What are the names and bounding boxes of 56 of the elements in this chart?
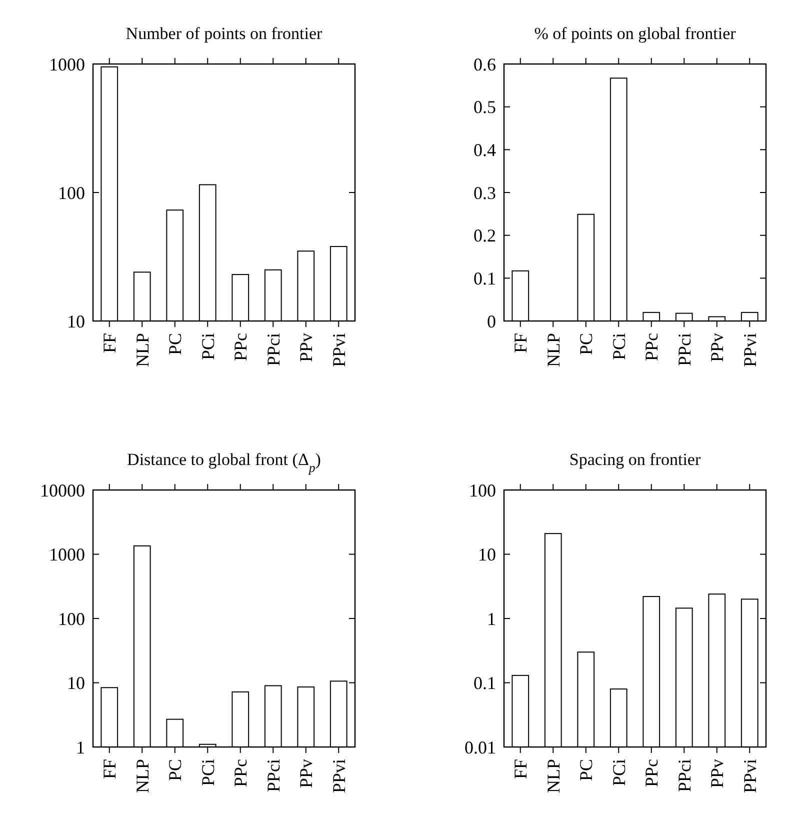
- chart-title: Spacing on frontier: [569, 450, 701, 469]
- y-tick-label: 100: [58, 608, 85, 629]
- x-tick-label: PC: [165, 759, 186, 782]
- x-tick-label: PPc: [230, 332, 251, 362]
- x-tick-label: PPv: [296, 759, 316, 788]
- y-tick-label: 0.2: [474, 226, 496, 246]
- x-tick-label: PPc: [642, 758, 662, 788]
- x-tick-label: PPvi: [740, 333, 760, 368]
- x-tick-label: PPv: [296, 333, 316, 362]
- x-tick-label: NLP: [543, 759, 564, 794]
- x-tick-label: PPv: [707, 759, 728, 788]
- y-tick-label: 10: [67, 311, 85, 332]
- x-tick-label: FF: [100, 759, 120, 780]
- y-tick-label: 100: [58, 182, 85, 203]
- x-tick-label: PCi: [608, 333, 629, 360]
- y-tick-label: 0.6: [474, 54, 496, 74]
- chart-title: Number of points on frontier: [126, 24, 323, 43]
- x-tick-label: PC: [576, 333, 596, 356]
- y-tick-label: 0: [487, 311, 496, 332]
- x-tick-label: PC: [576, 759, 596, 782]
- y-tick-label: 0.4: [474, 140, 496, 160]
- x-tick-label: PPv: [707, 333, 728, 362]
- x-tick-label: PPc: [230, 758, 251, 788]
- x-tick-label: PC: [165, 333, 186, 356]
- y-tick-label: 10: [67, 673, 85, 694]
- x-tick-label: PCi: [198, 759, 218, 786]
- x-tick-label: FF: [100, 333, 120, 354]
- y-tick-label: 1000: [49, 54, 85, 74]
- y-tick-label: 10000: [40, 480, 85, 500]
- chart-title: Distance to global front (Δ$_{p}$): [127, 450, 321, 475]
- x-tick-label: PPci: [263, 759, 284, 792]
- y-tick-label: 0.01: [464, 737, 496, 758]
- chart-title: % of points on global frontier: [534, 24, 736, 43]
- x-tick-label: PPvi: [740, 759, 760, 794]
- x-tick-label: FF: [510, 759, 531, 780]
- x-tick-label: PPci: [674, 759, 694, 792]
- x-tick-label: NLP: [543, 333, 564, 368]
- y-tick-label: 0.1: [474, 673, 496, 694]
- x-tick-label: PCi: [198, 333, 218, 360]
- y-tick-label: 1: [76, 737, 85, 758]
- x-tick-label: FF: [510, 333, 531, 354]
- x-tick-label: PPvi: [328, 759, 349, 794]
- x-tick-label: PPci: [674, 333, 694, 366]
- y-tick-label: 0.5: [474, 97, 496, 118]
- y-tick-label: 10: [478, 544, 496, 565]
- x-tick-label: PCi: [608, 759, 629, 786]
- y-tick-label: 0.3: [474, 182, 496, 203]
- y-tick-label: 100: [469, 480, 496, 500]
- x-tick-label: PPc: [642, 332, 662, 362]
- x-tick-label: PPci: [263, 333, 284, 366]
- x-tick-label: NLP: [132, 759, 152, 794]
- y-tick-label: 1000: [49, 544, 85, 565]
- x-tick-label: PPvi: [328, 333, 349, 368]
- x-tick-label: NLP: [132, 333, 152, 368]
- y-tick-label: 1: [487, 608, 496, 629]
- y-tick-label: 0.1: [474, 268, 496, 288]
